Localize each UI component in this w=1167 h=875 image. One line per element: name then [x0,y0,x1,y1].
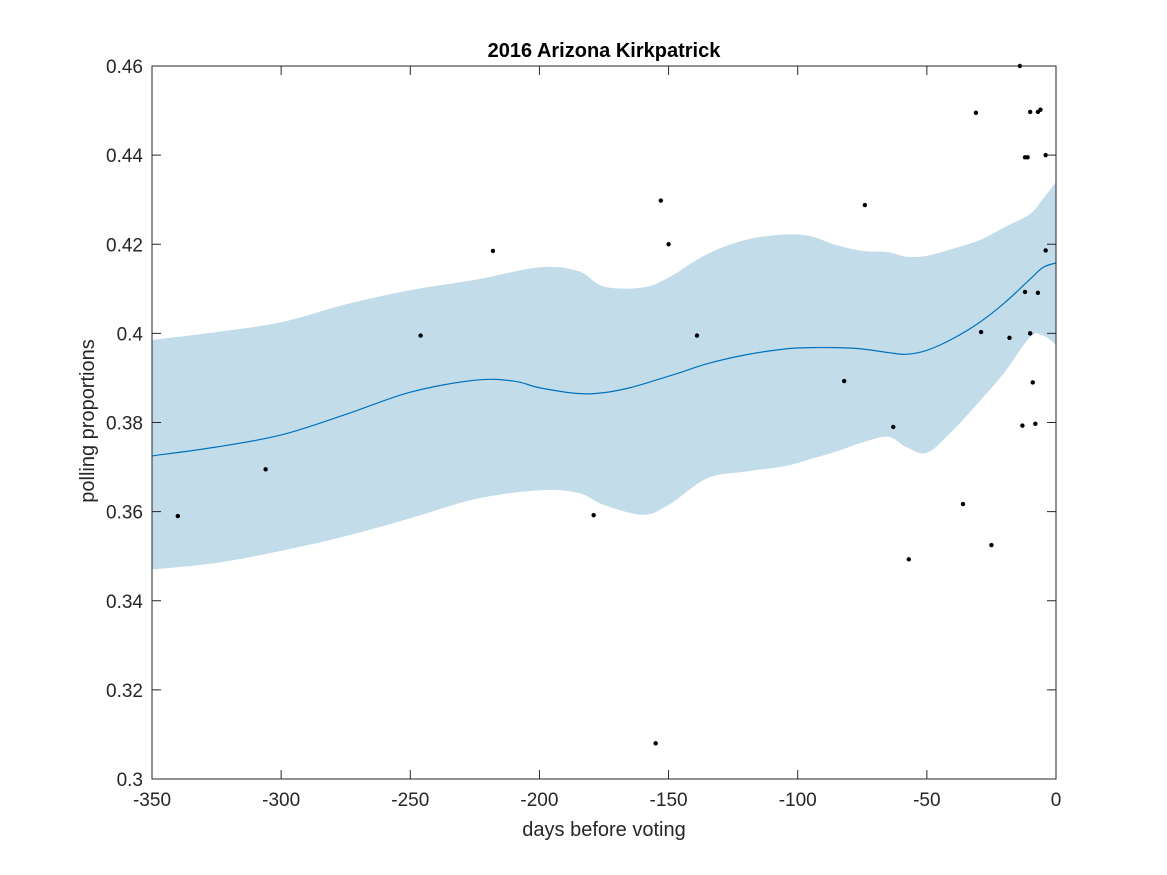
poll-point [653,741,658,746]
poll-point [906,557,911,562]
y-axis-label: polling proportions [77,339,99,502]
poll-point [978,329,984,335]
poll-point [666,242,671,247]
trend-line [152,262,1056,457]
y-tick-label: 0.36 [106,503,143,524]
poll-point [1027,331,1033,336]
poll-point [1038,107,1043,112]
poll-point [1027,109,1033,115]
x-tick-label: -100 [779,790,817,811]
poll-point [418,333,423,338]
poll-point [694,333,700,338]
x-tick-label: -300 [262,790,300,811]
poll-point [1035,290,1041,296]
y-tick-label: 0.46 [106,57,143,78]
y-tick-label: 0.42 [106,235,143,256]
poll-point [263,467,268,472]
poll-point [1033,421,1038,427]
plot-area [152,63,1056,746]
x-tick-label: -50 [913,790,940,811]
x-tick-label: -200 [520,790,558,811]
x-tick-label: -150 [650,790,688,811]
poll-point [891,424,896,430]
y-tick-label: 0.34 [106,592,143,613]
poll-point [973,110,979,115]
poll-point [1020,423,1025,428]
x-axis-label: days before voting [522,819,685,841]
confidence-band [152,181,1056,570]
poll-point [1007,335,1012,341]
poll-point [658,198,664,203]
poll-point [842,378,847,384]
poll-point [989,542,994,548]
y-tick-label: 0.4 [117,324,144,345]
poll-point [1030,380,1035,385]
poll-point [490,248,496,254]
poll-point [1022,289,1028,295]
poll-point [175,513,181,519]
poll-point [1043,248,1048,253]
y-tick-label: 0.44 [106,146,143,167]
x-tick-label: -250 [391,790,429,811]
poll-point [960,501,966,507]
x-tick-label: -350 [133,790,171,811]
axes: -350 -300 -250 -200 -150 -100 -50 0 0.3 0.32 0.34 0… [106,57,1061,811]
y-tick-label: 0.32 [106,681,143,702]
y-tick-label: 0.3 [117,770,143,791]
chart-title: 2016 Arizona Kirkpatrick [488,40,722,62]
poll-point [591,512,596,518]
y-tick-label: 0.38 [106,414,143,435]
x-tick-label: 0 [1051,790,1062,811]
poll-point [1043,152,1048,158]
poll-point [862,202,868,208]
poll-point [1025,155,1030,160]
